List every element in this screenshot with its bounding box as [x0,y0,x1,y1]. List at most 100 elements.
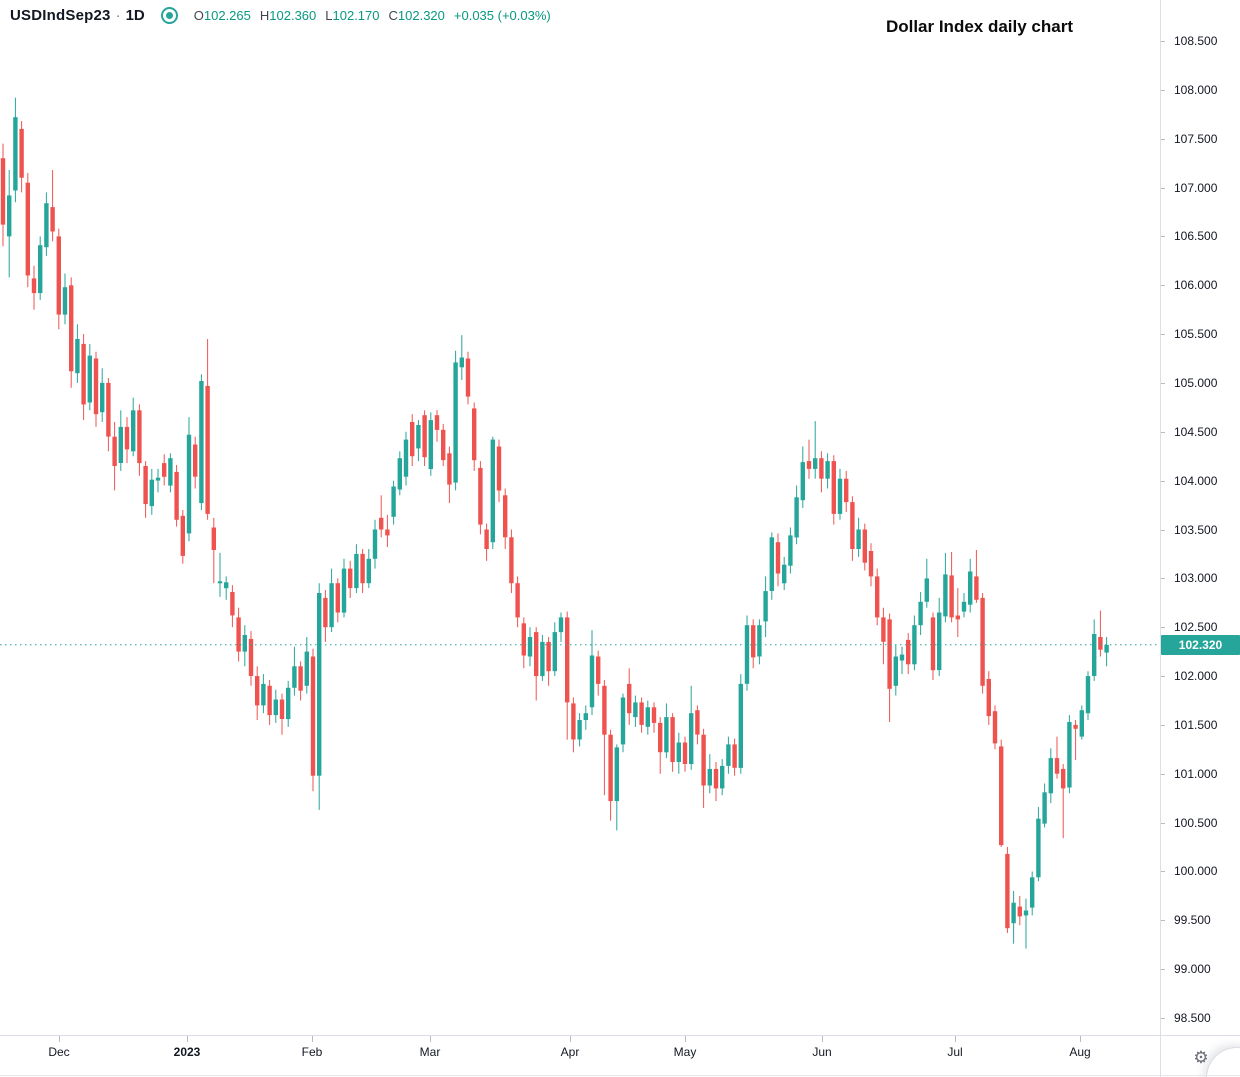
price-tick [1161,334,1165,335]
candle-body [93,358,99,415]
candle-body [918,601,923,626]
data-source-dot-icon[interactable] [160,7,178,24]
candle-body [131,410,136,452]
candle-body [943,574,948,617]
candle-body [651,707,657,723]
candle-body [757,625,762,657]
price-tick-label: 104.000 [1174,474,1218,488]
candle-body [949,575,954,618]
close-value: 102.320 [397,8,445,23]
candle-body [447,453,452,485]
candle-body [230,592,235,616]
candle-body [627,683,632,714]
time-tick [59,1036,60,1042]
candle-body [825,461,830,479]
last-price-badge: 102.320 [1161,635,1240,655]
candle-body [552,632,557,672]
candle-body [856,529,861,549]
candle-body [1098,637,1103,650]
candle-body [137,410,142,464]
candle-body [701,734,706,786]
candle-body [1030,877,1035,908]
candle-body [503,495,508,538]
open-value: 102.265 [203,8,251,23]
candle-body [496,446,502,491]
time-tick [570,1036,571,1042]
open-label: O [193,8,204,23]
candle-body [602,685,607,735]
candle-body [118,426,123,463]
candle-body [875,576,880,618]
time-tick-label: Jun [812,1045,832,1059]
candle-body [751,625,756,658]
candle-body [1036,818,1041,878]
low-label: L [325,8,333,23]
candle-body [968,571,973,605]
candle-body [441,429,446,461]
legend-separator: · [115,7,121,24]
price-scale[interactable]: 108.500 108.000 107.500 107.000 106.500 106.0… [1160,0,1240,1035]
candle-body [707,768,712,786]
candle-body [143,466,148,505]
candle-body [831,461,836,514]
candle-body [366,558,371,584]
interval-label[interactable]: 1D [125,7,145,24]
candle-body [868,551,874,577]
price-tick [1161,871,1165,872]
price-tick-label: 99.000 [1174,962,1211,976]
candle-body [410,422,415,457]
candle-body [248,638,254,676]
candle-body [577,720,582,740]
time-tick-label: Jul [947,1045,963,1059]
candle-body [100,382,105,413]
candle-body [385,529,390,536]
time-tick [685,1036,686,1042]
candle-body [980,597,985,686]
candle-body [0,158,6,225]
candle-body [317,593,322,776]
candle-body [7,195,12,237]
time-tick [187,1036,188,1042]
candle-body [1017,906,1022,917]
time-tick [430,1036,431,1042]
time-scale[interactable]: Dec 2023 Feb Mar Apr May Jun Jul Aug [0,1035,1160,1077]
candle-body [69,285,74,372]
price-tick-label: 108.000 [1174,83,1218,97]
candle-body [149,479,154,507]
high-value: 102.360 [269,8,317,23]
candle-body [1079,710,1084,737]
candle-body [670,717,675,762]
candle-body [565,617,570,703]
candle-body [199,381,204,504]
chart-canvas[interactable]: USDIndSep23 · 1D O102.265 H102.360 L102.… [0,0,1160,1035]
candle-body [329,583,334,628]
candle-body [614,747,619,802]
candle-body [1073,724,1078,729]
candle-body [19,128,24,178]
candle-body [1048,758,1053,794]
candle-body [459,357,464,368]
candle-body [56,236,61,315]
candle-body [645,707,650,727]
price-tick [1161,432,1165,433]
symbol-name[interactable]: USDIndSep23 [10,7,111,24]
price-tick-label: 106.500 [1174,229,1218,243]
candle-body [391,486,396,517]
candle-body [286,687,291,720]
close-label: C [388,8,398,23]
candle-body [242,635,247,652]
candle-body [478,467,483,525]
price-tick [1161,578,1165,579]
candle-body [87,355,92,403]
price-tick [1161,188,1165,189]
settings-gear-icon[interactable]: ⚙ [1193,1047,1209,1067]
candle-body [800,462,805,501]
candle-body [881,617,886,642]
price-tick-label: 102.000 [1174,669,1218,683]
candle-body [422,415,427,458]
candle-body [999,746,1004,846]
candle-body [930,617,936,671]
ohlc-values: O102.265 H102.360 L102.170 C102.320 +0.0… [194,8,551,23]
candle-body [298,666,303,691]
